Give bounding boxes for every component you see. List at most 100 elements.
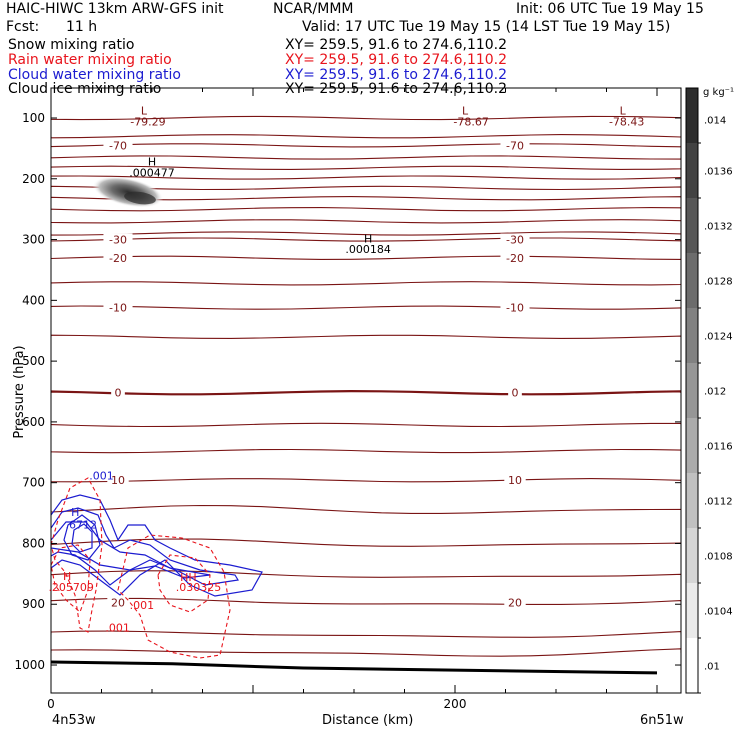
- contour-annotation: H: [63, 570, 71, 583]
- colorbar-unit: g kg⁻¹: [703, 87, 734, 98]
- temperature-contour: [51, 504, 681, 514]
- temperature-contour: [51, 648, 681, 657]
- colorbar-label: .0112: [704, 497, 733, 508]
- contour-label: 0: [115, 387, 122, 400]
- temperature-contour: [51, 237, 681, 242]
- colorbar-cell: [686, 198, 698, 253]
- colorbar-cell: [686, 253, 698, 308]
- legend-snow-name: Snow mixing ratio: [8, 37, 135, 53]
- contour-annotation: .205709: [48, 581, 94, 594]
- x-tick-label: 200: [444, 697, 467, 711]
- contour-annotation: .6712: [66, 518, 98, 531]
- contour-annotation: -78.43: [609, 115, 644, 128]
- temperature-contour: [51, 219, 681, 224]
- contour-label: 20: [111, 596, 125, 609]
- colorbar-cell: [686, 638, 698, 693]
- contour-annotation: .001: [89, 470, 114, 483]
- legend-cloud-ice-name: Cloud ice mixing ratio: [8, 81, 162, 97]
- fcst-label: Fcst:: [6, 19, 40, 35]
- temperature-contour: [51, 207, 681, 212]
- contour-annotation: .000477: [129, 166, 175, 179]
- colorbar-cell: [686, 308, 698, 363]
- contour-annotation: -78.67: [453, 115, 488, 128]
- temperature-contour: [51, 231, 681, 236]
- temperature-contour: [51, 448, 681, 454]
- x-tick-label: 0: [47, 697, 55, 711]
- contour-label: 10: [508, 474, 522, 487]
- colorbar-cell: [686, 583, 698, 638]
- y-tick-label: 700: [22, 476, 45, 490]
- y-axis-label: Pressure (hPa): [12, 345, 27, 439]
- contour-annotation: L: [141, 104, 148, 117]
- colorbar-label: .0128: [704, 277, 733, 288]
- colorbar-label: .0124: [704, 332, 733, 343]
- x-axis-label: Distance (km): [322, 713, 414, 728]
- temperature-contour: [51, 255, 681, 260]
- legend-cloud-ice-xy: XY= 259.5, 91.6 to 274.6,110.2: [285, 81, 508, 97]
- legend-rain-name: Rain water mixing ratio: [8, 52, 172, 68]
- colorbar-label: .0108: [704, 552, 733, 563]
- contour-label: -10: [506, 302, 524, 315]
- colorbar-label: .0132: [704, 222, 733, 233]
- y-tick-label: 600: [22, 415, 45, 429]
- contour-annotation: HH: [180, 571, 197, 584]
- temperature-contour: [51, 422, 681, 428]
- contour-annotation: L: [462, 104, 469, 117]
- org-label: NCAR/MMM: [273, 1, 354, 17]
- contour-annotation: H: [148, 155, 156, 168]
- contour-label: -30: [506, 234, 524, 247]
- contour-annotation: L: [620, 104, 627, 117]
- colorbar-cell: [686, 88, 698, 143]
- temperature-contour: [51, 538, 681, 547]
- contour-label: -30: [109, 234, 127, 247]
- colorbar-cell: [686, 363, 698, 418]
- temperature-contour: [51, 115, 681, 121]
- contour-label: 20: [508, 596, 522, 609]
- plot-frame: [50, 87, 682, 694]
- colorbar-label: .0104: [704, 607, 733, 618]
- y-tick-label: 900: [22, 597, 45, 611]
- temperature-contour: [51, 175, 681, 180]
- valid-time: Valid: 17 UTC Tue 19 May 15 (14 LST Tue …: [302, 19, 671, 35]
- contour-annotation: H: [364, 233, 372, 246]
- contour-label: 0: [512, 387, 519, 400]
- colorbar-label: .01: [704, 662, 720, 673]
- contour-label: -70: [109, 139, 127, 152]
- model-title: HAIC-HIWC 13km ARW-GFS init: [6, 1, 224, 17]
- legend-cloud-water-name: Cloud water mixing ratio: [8, 67, 181, 83]
- contour-annotation: .001: [130, 599, 155, 612]
- temperature-contour: [51, 143, 681, 148]
- cloud-ice-core: [124, 191, 156, 205]
- y-tick-label: 500: [22, 354, 45, 368]
- surface-pressure-line: [50, 660, 658, 675]
- colorbar-cell: [686, 143, 698, 198]
- temperature-contour: [51, 478, 681, 483]
- colorbar-cell: [686, 528, 698, 583]
- contour-annotation: -79.29: [130, 115, 165, 128]
- colorbar-label: .012: [704, 387, 726, 398]
- contour-annotation: H: [71, 506, 79, 519]
- colorbar-cell: [686, 418, 698, 473]
- contour-label: -20: [109, 252, 127, 265]
- y-tick-label: 800: [22, 536, 45, 550]
- legend-rain-xy: XY= 259.5, 91.6 to 274.6,110.2: [285, 52, 508, 68]
- colorbar-label: .0136: [704, 167, 733, 178]
- colorbar-cell: [686, 473, 698, 528]
- temperature-contour: [51, 165, 681, 170]
- temperature-contour: [51, 389, 681, 396]
- temperature-contour: [51, 281, 681, 286]
- temperature-contour: [51, 134, 681, 139]
- temperature-contour: [51, 305, 681, 310]
- contour-annotation: .030325: [176, 581, 222, 594]
- colorbar-label: .014: [704, 116, 726, 127]
- colorbar-label: .0116: [704, 442, 733, 453]
- y-tick-label: 200: [22, 172, 45, 186]
- contour-annotation: .001: [105, 622, 130, 635]
- y-tick-label: 300: [22, 233, 45, 247]
- fcst-value: 11 h: [66, 19, 98, 35]
- legend-cloud-water-xy: XY= 259.5, 91.6 to 274.6,110.2: [285, 67, 508, 83]
- y-tick-label: 400: [22, 293, 45, 307]
- temperature-contour: [51, 155, 681, 160]
- temperature-contour: [51, 597, 681, 605]
